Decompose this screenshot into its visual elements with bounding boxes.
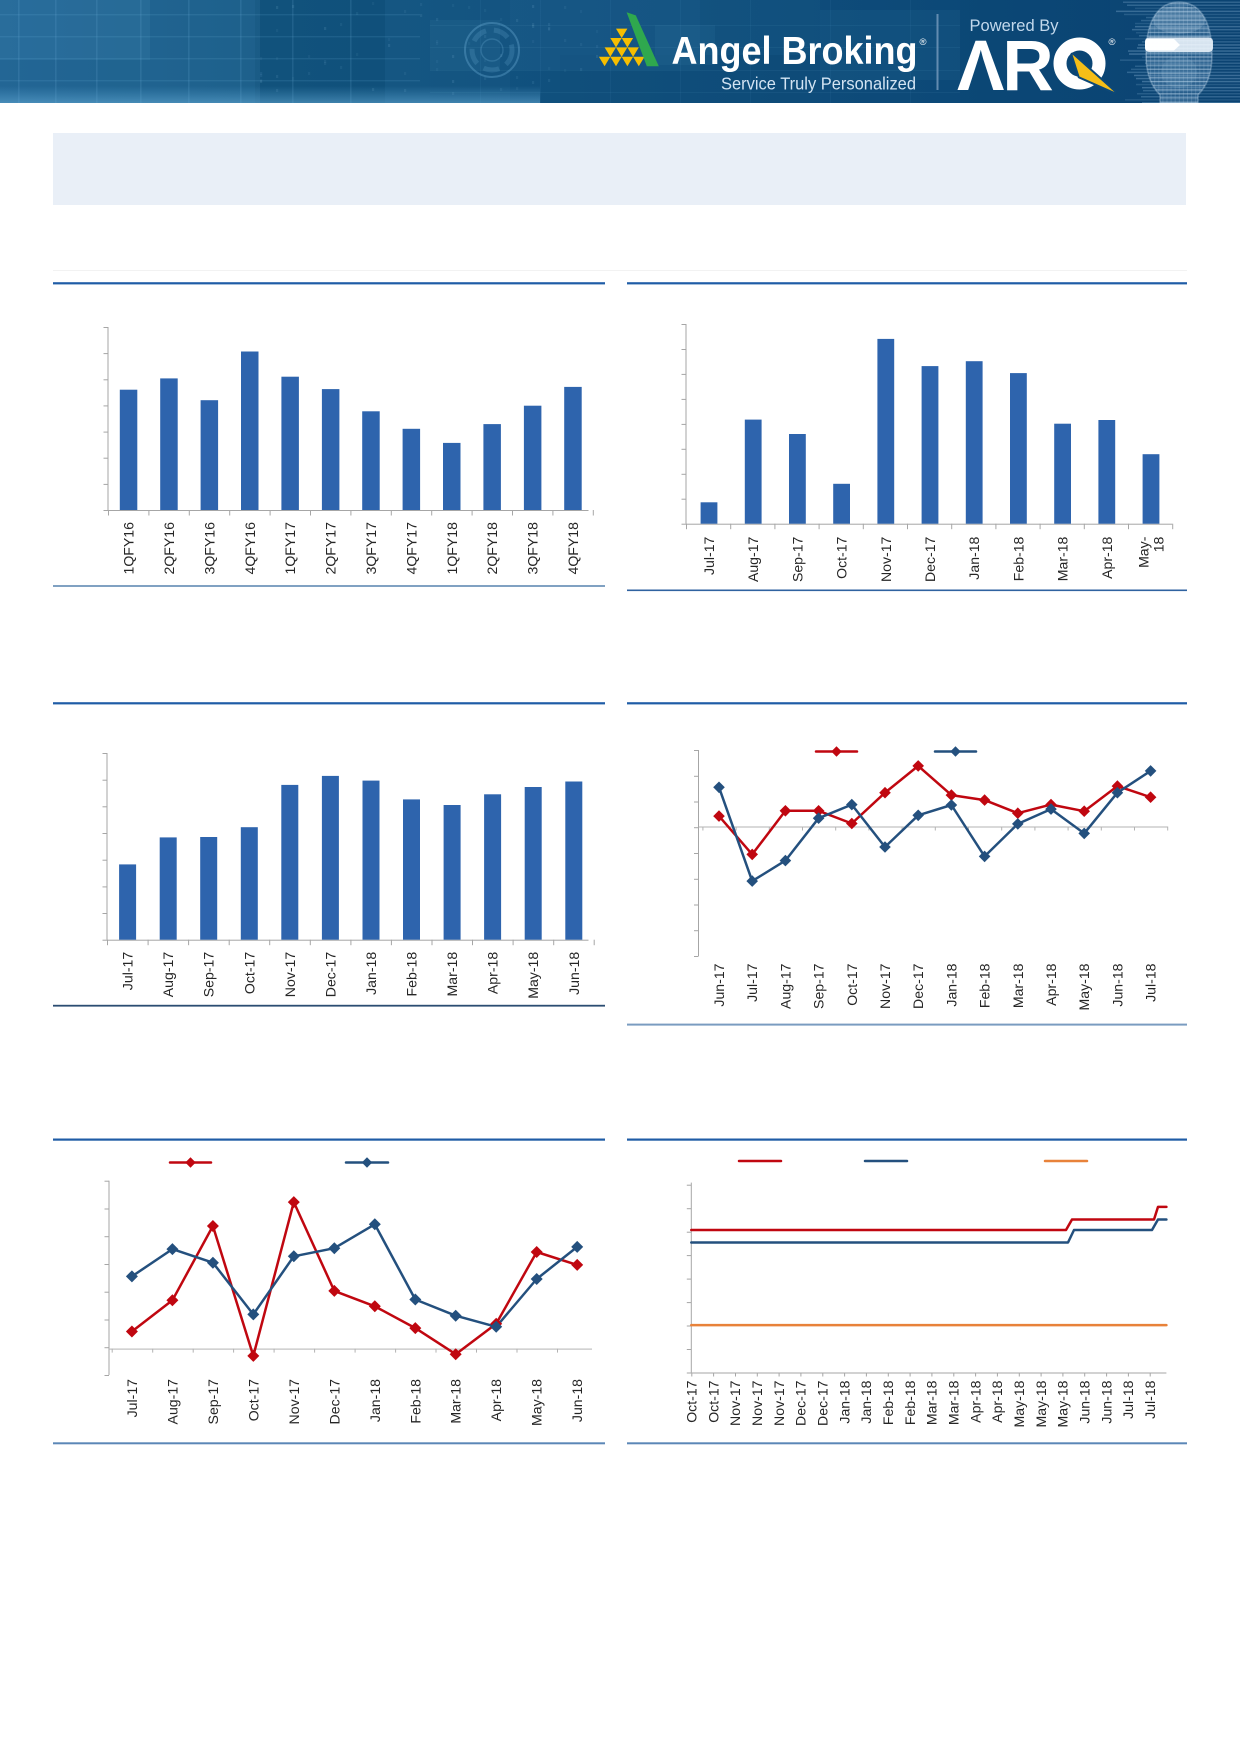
svg-text:Oct-17: Oct-17 [844, 963, 860, 1005]
svg-text:2QFY18: 2QFY18 [484, 522, 500, 575]
svg-text:Jan-18: Jan-18 [943, 963, 959, 1006]
svg-text:May-18: May-18 [525, 952, 541, 999]
svg-text:Dec-17: Dec-17 [322, 952, 338, 998]
svg-text:1QFY18: 1QFY18 [444, 522, 460, 575]
svg-text:Apr-18: Apr-18 [488, 1379, 504, 1421]
svg-text:Service Truly Personalized: Service Truly Personalized [721, 74, 916, 94]
svg-text:18: 18 [1151, 536, 1167, 552]
svg-text:Aug-17: Aug-17 [160, 952, 176, 998]
svg-text:Mar-18: Mar-18 [1010, 963, 1026, 1008]
svg-text:Nov-17: Nov-17 [878, 536, 894, 582]
svg-text:Mar-18: Mar-18 [1055, 536, 1071, 581]
svg-text:Nov-17: Nov-17 [727, 1380, 743, 1426]
svg-text:May-18: May-18 [529, 1379, 545, 1426]
svg-text:Sep-17: Sep-17 [789, 536, 805, 582]
svg-text:1QFY16: 1QFY16 [121, 522, 137, 575]
svg-text:Nov-17: Nov-17 [877, 963, 893, 1009]
svg-text:Mar-18: Mar-18 [448, 1379, 464, 1424]
svg-text:Feb-18: Feb-18 [1010, 536, 1026, 581]
svg-text:1QFY17: 1QFY17 [282, 522, 298, 575]
svg-text:Apr-18: Apr-18 [1099, 536, 1115, 578]
svg-text:Jan-18: Jan-18 [966, 536, 982, 579]
svg-text:Sep-17: Sep-17 [811, 963, 827, 1009]
svg-text:2QFY16: 2QFY16 [161, 522, 177, 575]
svg-text:Dec-17: Dec-17 [815, 1380, 831, 1426]
svg-text:May-18: May-18 [1011, 1380, 1027, 1427]
svg-text:Jul-17: Jul-17 [744, 963, 760, 1002]
svg-text:Oct-17: Oct-17 [834, 536, 850, 578]
svg-text:Powered By: Powered By [970, 17, 1060, 35]
svg-text:Aug-17: Aug-17 [745, 536, 761, 582]
svg-text:Jan-18: Jan-18 [836, 1380, 852, 1423]
svg-text:Oct-17: Oct-17 [684, 1380, 700, 1422]
svg-text:2QFY17: 2QFY17 [323, 522, 339, 575]
svg-text:Mar-18: Mar-18 [444, 952, 460, 997]
svg-text:Dec-17: Dec-17 [793, 1380, 809, 1426]
svg-text:®: ® [1109, 37, 1116, 48]
svg-text:Jun-18: Jun-18 [1098, 1380, 1114, 1423]
svg-text:Feb-18: Feb-18 [977, 963, 993, 1008]
svg-text:Feb-18: Feb-18 [404, 952, 420, 997]
svg-text:Jun-18: Jun-18 [569, 1379, 585, 1422]
svg-text:Apr-18: Apr-18 [485, 952, 501, 994]
svg-text:Feb-18: Feb-18 [880, 1380, 896, 1425]
svg-text:Apr-18: Apr-18 [967, 1380, 983, 1422]
svg-text:Feb-18: Feb-18 [902, 1380, 918, 1425]
svg-text:3QFY17: 3QFY17 [363, 522, 379, 575]
svg-text:Dec-17: Dec-17 [910, 963, 926, 1009]
svg-text:Nov-17: Nov-17 [749, 1380, 765, 1426]
svg-text:Feb-18: Feb-18 [407, 1379, 423, 1424]
svg-text:Oct-17: Oct-17 [241, 952, 257, 994]
svg-text:Aug-17: Aug-17 [164, 1379, 180, 1425]
svg-text:Jun-18: Jun-18 [566, 952, 582, 995]
svg-text:®: ® [920, 37, 927, 48]
svg-text:Dec-17: Dec-17 [326, 1379, 342, 1425]
svg-text:Jun-18: Jun-18 [1076, 1380, 1092, 1423]
svg-text:3QFY16: 3QFY16 [201, 522, 217, 575]
svg-text:Jan-18: Jan-18 [367, 1379, 383, 1422]
svg-text:Aug-17: Aug-17 [777, 963, 793, 1009]
svg-text:May-18: May-18 [1033, 1380, 1049, 1427]
svg-text:Mar-18: Mar-18 [946, 1380, 962, 1425]
svg-text:Angel Broking: Angel Broking [672, 30, 918, 73]
svg-text:Jul-17: Jul-17 [124, 1379, 140, 1418]
svg-text:Sep-17: Sep-17 [201, 952, 217, 998]
svg-text:4QFY16: 4QFY16 [242, 522, 258, 575]
svg-text:Jun-17: Jun-17 [711, 963, 727, 1006]
svg-text:Jan-18: Jan-18 [363, 952, 379, 995]
svg-text:May-18: May-18 [1076, 963, 1092, 1010]
svg-text:Mar-18: Mar-18 [924, 1380, 940, 1425]
svg-text:May-: May- [1135, 536, 1151, 568]
svg-text:May-18: May-18 [1055, 1380, 1071, 1427]
svg-text:Jul-18: Jul-18 [1120, 1380, 1136, 1419]
svg-text:Oct-17: Oct-17 [705, 1380, 721, 1422]
svg-text:Jun-18: Jun-18 [1109, 963, 1125, 1006]
svg-text:Oct-17: Oct-17 [245, 1379, 261, 1421]
svg-text:Jul-18: Jul-18 [1143, 963, 1159, 1002]
svg-text:Nov-17: Nov-17 [286, 1379, 302, 1425]
svg-text:Nov-17: Nov-17 [282, 952, 298, 998]
svg-text:4QFY17: 4QFY17 [403, 522, 419, 575]
svg-text:ΛR: ΛR [957, 27, 1052, 106]
svg-text:Apr-18: Apr-18 [989, 1380, 1005, 1422]
svg-text:3QFY18: 3QFY18 [525, 522, 541, 575]
svg-text:Jul-17: Jul-17 [120, 952, 136, 991]
svg-text:Dec-17: Dec-17 [922, 536, 938, 582]
svg-text:Sep-17: Sep-17 [205, 1379, 221, 1425]
svg-text:Apr-18: Apr-18 [1043, 963, 1059, 1005]
svg-text:Jul-17: Jul-17 [701, 536, 717, 575]
svg-text:Jul-18: Jul-18 [1142, 1380, 1158, 1419]
svg-text:Nov-17: Nov-17 [771, 1380, 787, 1426]
svg-text:Jan-18: Jan-18 [858, 1380, 874, 1423]
svg-text:4QFY18: 4QFY18 [565, 522, 581, 575]
